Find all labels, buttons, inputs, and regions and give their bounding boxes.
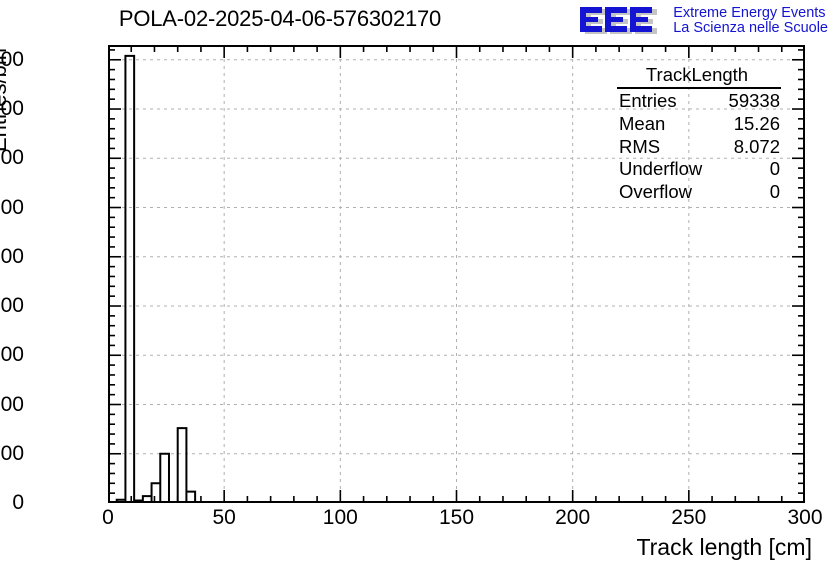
stats-box-rule — [617, 87, 781, 89]
y-tick-label: 15000 — [0, 343, 24, 367]
y-tick-label: 20000 — [0, 294, 24, 317]
stats-row-key: Overflow — [619, 181, 692, 202]
stats-row-key: Underflow — [619, 158, 703, 180]
eee-logo-mark-icon — [578, 4, 666, 38]
stats-box-title: TrackLength — [645, 64, 749, 85]
chart-title: POLA-02-2025-04-06-576302170 — [118, 6, 442, 31]
histogram-series — [108, 54, 805, 503]
stats-box: TrackLength Entries 59338 Mean 15.26 RMS 8.07… — [611, 64, 783, 204]
x-tick-label: 300 — [787, 506, 823, 529]
stats-row-value: 59338 — [728, 90, 780, 111]
y-tick-label: 10000 — [0, 392, 24, 416]
x-tick-label: 0 — [102, 506, 114, 529]
eee-logo-line1: Extreme Energy Events — [673, 4, 826, 21]
y-tick-label: 0 — [12, 491, 24, 514]
y-tick-label: 40000 — [0, 97, 24, 121]
x-tick-label: 100 — [322, 506, 358, 529]
axis-ticks — [108, 45, 805, 503]
stats-row-value: 15.26 — [733, 112, 780, 134]
stats-row: RMS 8.072 — [611, 136, 783, 159]
y-tick-label: 45000 — [0, 47, 24, 71]
stats-row: Mean 15.26 — [611, 113, 783, 136]
stats-row-value: 8.072 — [733, 135, 780, 157]
x-axis-title: Track length [cm] — [636, 534, 812, 560]
stats-row: Underflow 0 — [611, 158, 783, 181]
eee-logo: Extreme Energy Events La Scienza nelle S… — [578, 2, 828, 40]
y-tick-label: 25000 — [0, 244, 24, 268]
stats-row-key: Mean — [619, 112, 666, 134]
stats-row-key: RMS — [619, 135, 661, 157]
plot-area — [108, 45, 805, 503]
y-tick-label: 30000 — [0, 195, 24, 219]
eee-logo-text: Extreme Energy Events La Scienza nelle S… — [673, 4, 828, 37]
stats-row: Entries 59338 — [611, 90, 783, 113]
x-tick-label: 150 — [438, 506, 475, 529]
x-tick-label: 50 — [212, 506, 236, 529]
stats-row: Overflow 0 — [611, 181, 783, 204]
stats-box-rows: Entries 59338 Mean 15.26 RMS 8.072 Underflow 0 O… — [611, 90, 783, 204]
eee-logo-line2: La Scienza nelle Scuole — [673, 20, 828, 36]
stats-row-value: 0 — [769, 158, 780, 180]
x-tick-label: 250 — [671, 506, 707, 529]
y-tick-label: 5000 — [0, 441, 24, 465]
x-tick-label: 200 — [555, 506, 591, 529]
stats-row-key: Entries — [619, 90, 677, 111]
stats-row-value: 0 — [769, 181, 780, 202]
y-tick-label: 35000 — [0, 146, 24, 170]
